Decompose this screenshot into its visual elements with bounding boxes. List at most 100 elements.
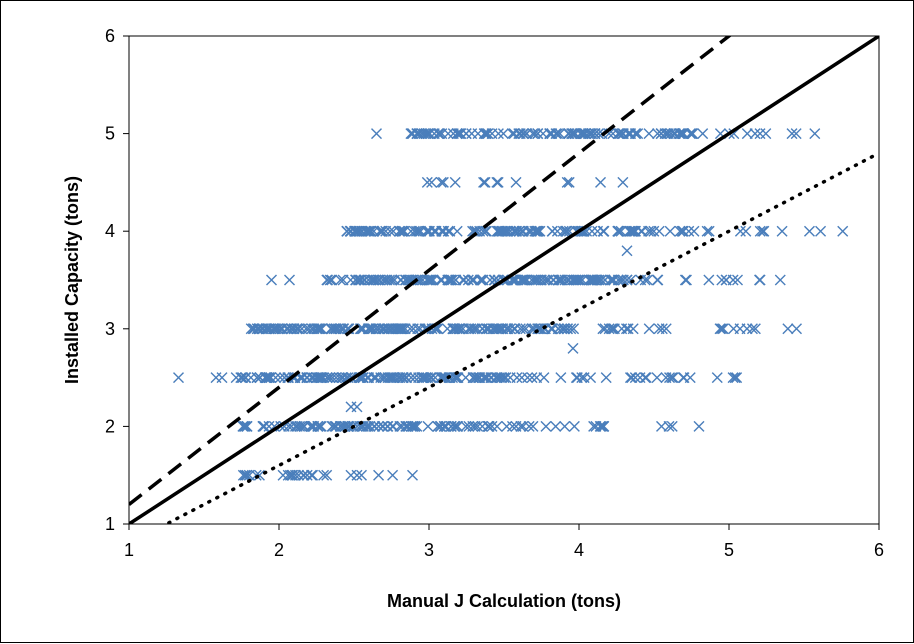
data-point-marker	[607, 323, 619, 335]
data-point-marker	[686, 128, 698, 140]
data-point-marker	[371, 128, 382, 140]
data-point-marker	[429, 225, 441, 237]
data-point-marker	[720, 274, 732, 286]
data-point-marker	[701, 225, 713, 237]
data-point-marker	[356, 469, 367, 481]
data-point-marker	[550, 128, 562, 140]
data-point-marker	[758, 225, 770, 237]
data-point-marker	[462, 274, 474, 286]
data-point-marker	[379, 274, 391, 286]
data-point-marker	[467, 274, 479, 286]
data-point-marker	[525, 225, 537, 237]
data-point-marker	[241, 469, 253, 481]
data-point-marker	[327, 372, 339, 384]
data-point-marker	[693, 420, 705, 432]
data-point-marker	[791, 323, 802, 335]
data-point-marker	[294, 420, 306, 432]
data-point-marker	[474, 274, 486, 286]
data-point-marker	[437, 176, 449, 188]
data-point-marker	[305, 469, 317, 481]
data-point-marker	[760, 128, 772, 140]
data-point-marker	[513, 225, 525, 237]
data-point-marker	[552, 274, 564, 286]
data-point-marker	[354, 274, 365, 286]
data-point-marker	[591, 274, 603, 286]
data-point-marker	[324, 274, 336, 286]
data-point-marker	[458, 274, 470, 286]
data-point-marker	[579, 128, 591, 140]
data-point-marker	[239, 420, 251, 432]
data-point-marker	[753, 274, 765, 286]
data-point-marker	[492, 176, 504, 188]
x-tick-label: 6	[874, 540, 884, 560]
data-point-marker	[632, 128, 644, 140]
data-point-marker	[408, 225, 420, 237]
data-point-marker	[475, 274, 487, 286]
y-tick-label: 4	[105, 221, 115, 241]
data-point-marker	[345, 401, 357, 413]
data-point-marker	[617, 176, 629, 188]
data-point-marker	[301, 469, 313, 481]
data-point-marker	[559, 323, 571, 335]
data-point-marker	[562, 323, 574, 335]
data-point-marker	[688, 225, 700, 237]
data-point-marker	[506, 128, 518, 140]
data-point-marker	[326, 274, 338, 286]
data-point-marker	[504, 225, 516, 237]
data-point-marker	[491, 420, 503, 432]
data-point-marker	[416, 128, 428, 140]
data-point-marker	[173, 372, 184, 384]
data-point-marker	[258, 420, 270, 432]
data-point-marker	[622, 323, 634, 335]
data-point-marker	[529, 225, 541, 237]
data-point-marker	[510, 420, 522, 432]
data-point-marker	[599, 323, 611, 335]
data-point-marker	[442, 128, 454, 140]
data-point-marker	[605, 274, 616, 286]
data-point-marker	[613, 225, 625, 237]
data-point-marker	[697, 128, 709, 140]
data-point-marker	[643, 128, 655, 140]
data-point-marker	[496, 372, 508, 384]
data-point-marker	[585, 128, 597, 140]
data-point-marker	[480, 128, 492, 140]
data-point-marker	[469, 420, 481, 432]
y-axis-ticks: 1 2 3 4 5 6	[105, 26, 129, 534]
data-point-marker	[235, 372, 247, 384]
data-point-marker	[528, 274, 540, 286]
data-point-marker	[717, 323, 729, 335]
data-point-marker	[284, 274, 295, 286]
data-point-marker	[527, 128, 539, 140]
data-point-marker	[432, 128, 444, 140]
data-point-marker	[470, 372, 482, 384]
data-point-marker	[480, 323, 492, 335]
data-point-marker	[703, 274, 715, 286]
data-point-marker	[370, 323, 382, 335]
data-point-marker	[400, 274, 412, 286]
data-point-marker	[315, 420, 327, 432]
data-point-marker	[387, 323, 399, 335]
data-point-marker	[537, 128, 549, 140]
data-point-marker	[679, 274, 691, 286]
data-point-marker	[756, 225, 768, 237]
data-point-marker	[555, 372, 567, 384]
data-point-marker	[595, 274, 607, 286]
data-point-marker	[355, 274, 367, 286]
y-tick-label: 5	[105, 124, 115, 144]
data-point-marker	[786, 128, 798, 140]
data-point-marker	[391, 323, 403, 335]
data-point-marker	[297, 469, 309, 481]
data-point-marker	[360, 225, 372, 237]
data-point-marker	[837, 225, 849, 237]
data-point-marker	[367, 274, 379, 286]
data-point-marker	[481, 323, 493, 335]
data-point-marker	[612, 128, 624, 140]
data-point-marker	[643, 323, 655, 335]
data-point-marker	[420, 128, 432, 140]
data-point-marker	[450, 274, 462, 286]
data-point-marker	[288, 323, 300, 335]
data-point-marker	[563, 176, 575, 188]
data-point-marker	[516, 372, 528, 384]
reference-line-dotted	[162, 151, 879, 524]
data-point-marker	[749, 323, 761, 335]
